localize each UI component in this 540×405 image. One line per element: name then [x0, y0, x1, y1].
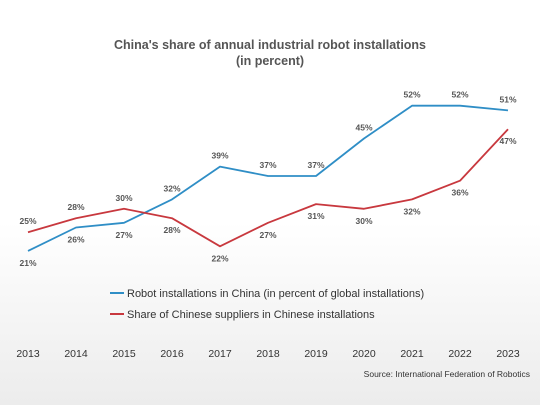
- x-tick-label-2020: 2020: [352, 348, 376, 360]
- x-tick-label-2019: 2019: [304, 348, 328, 360]
- series-line-1: [27, 104, 509, 252]
- x-tick-label-2022: 2022: [448, 348, 472, 360]
- x-tick-label-2013: 2013: [16, 348, 40, 360]
- x-tick-label-2016: 2016: [160, 348, 184, 360]
- data-label-s1-2014: 26%: [67, 235, 84, 245]
- x-tick-label-2023: 2023: [496, 348, 520, 360]
- data-label-s2-2013: 25%: [19, 216, 36, 226]
- x-tick-label-2014: 2014: [64, 348, 88, 360]
- data-label-s1-2020: 45%: [355, 123, 372, 133]
- data-label-s2-2014: 28%: [67, 202, 84, 212]
- data-label-s2-2017: 22%: [211, 253, 228, 263]
- data-label-s1-2015: 27%: [115, 230, 132, 240]
- chart-title-line2: (in percent): [235, 54, 305, 68]
- x-tick-label-2018: 2018: [256, 348, 280, 360]
- chart-title: China's share of annual industrial robot…: [0, 37, 540, 69]
- series-line-2: [27, 128, 509, 248]
- data-label-s2-2016: 28%: [163, 225, 180, 235]
- source-note: Source: International Federation of Robo…: [363, 369, 530, 379]
- x-tick-label-2015: 2015: [112, 348, 136, 360]
- data-label-s1-2021: 52%: [403, 90, 420, 100]
- legend-label-2: Share of Chinese suppliers in Chinese in…: [127, 309, 375, 321]
- data-label-s2-2020: 30%: [355, 216, 372, 226]
- data-label-s2-2019: 31%: [307, 211, 324, 221]
- data-label-s1-2013: 21%: [19, 258, 36, 268]
- data-label-s2-2015: 30%: [115, 193, 132, 203]
- data-label-s2-2022: 36%: [451, 188, 468, 198]
- data-label-s2-2023: 47%: [499, 136, 516, 146]
- data-label-s1-2023: 51%: [499, 94, 516, 104]
- x-tick-label-2021: 2021: [400, 348, 424, 360]
- data-label-s2-2021: 32%: [403, 206, 420, 216]
- x-tick-label-2017: 2017: [208, 348, 232, 360]
- data-label-s1-2022: 52%: [451, 90, 468, 100]
- legend-label-1: Robot installations in China (in percent…: [127, 288, 424, 300]
- data-label-s1-2019: 37%: [307, 160, 324, 170]
- data-label-s1-2018: 37%: [259, 160, 276, 170]
- data-label-s1-2016: 32%: [163, 183, 180, 193]
- chart-title-line1: China's share of annual industrial robot…: [113, 38, 427, 52]
- data-label-s1-2017: 39%: [211, 151, 228, 161]
- data-label-s2-2018: 27%: [259, 230, 276, 240]
